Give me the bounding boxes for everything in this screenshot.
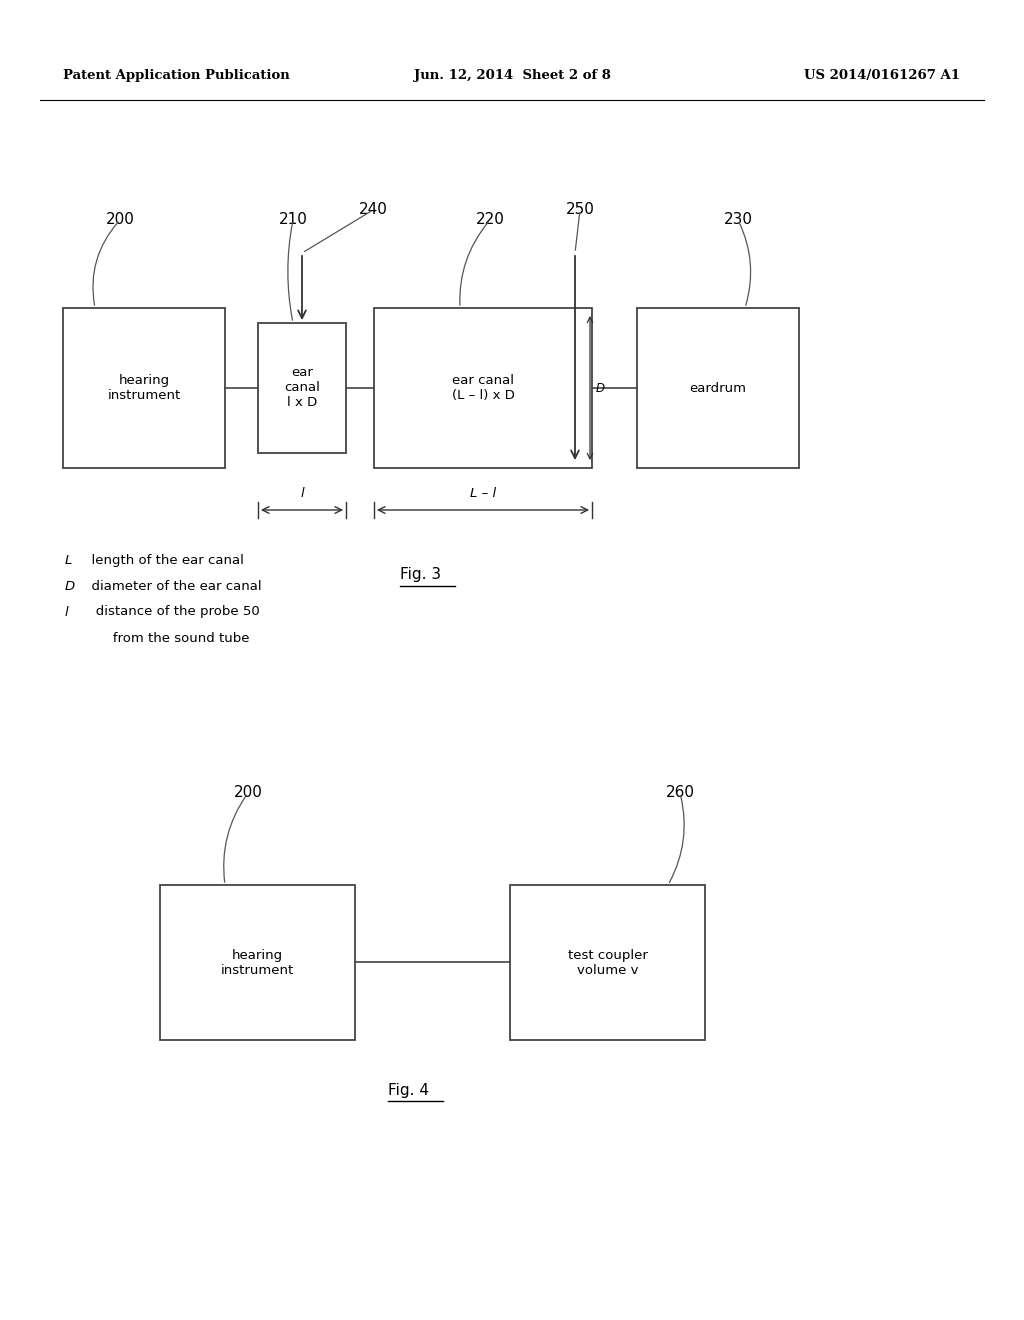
Bar bbox=[374, 308, 592, 469]
Text: 210: 210 bbox=[279, 213, 307, 227]
Text: 220: 220 bbox=[475, 213, 505, 227]
Text: test coupler
volume v: test coupler volume v bbox=[567, 949, 647, 977]
Text: 200: 200 bbox=[105, 213, 134, 227]
Bar bbox=[160, 884, 355, 1040]
Text: Patent Application Publication: Patent Application Publication bbox=[63, 69, 290, 82]
Bar bbox=[510, 884, 705, 1040]
Text: D: D bbox=[65, 579, 75, 593]
Text: Jun. 12, 2014  Sheet 2 of 8: Jun. 12, 2014 Sheet 2 of 8 bbox=[414, 69, 610, 82]
Text: 250: 250 bbox=[565, 202, 595, 218]
Text: L – l: L – l bbox=[470, 487, 496, 500]
Text: length of the ear canal: length of the ear canal bbox=[83, 553, 244, 566]
Text: diameter of the ear canal: diameter of the ear canal bbox=[83, 579, 261, 593]
Text: 230: 230 bbox=[724, 213, 753, 227]
Text: L: L bbox=[65, 553, 73, 566]
Text: hearing
instrument: hearing instrument bbox=[108, 374, 180, 403]
Text: 200: 200 bbox=[233, 785, 262, 800]
Text: 240: 240 bbox=[358, 202, 387, 218]
Bar bbox=[637, 308, 799, 469]
Text: D: D bbox=[596, 381, 605, 395]
Text: distance of the probe 50: distance of the probe 50 bbox=[83, 606, 260, 619]
Text: eardrum: eardrum bbox=[689, 381, 746, 395]
Text: ear
canal
l x D: ear canal l x D bbox=[284, 367, 319, 409]
Text: hearing
instrument: hearing instrument bbox=[221, 949, 294, 977]
Bar bbox=[258, 323, 346, 453]
Text: from the sound tube: from the sound tube bbox=[83, 631, 250, 644]
Text: l: l bbox=[300, 487, 304, 500]
Text: l: l bbox=[65, 606, 69, 619]
Bar bbox=[63, 308, 225, 469]
Text: US 2014/0161267 A1: US 2014/0161267 A1 bbox=[804, 69, 961, 82]
Text: Fig. 3: Fig. 3 bbox=[400, 568, 441, 582]
Text: ear canal
(L – l) x D: ear canal (L – l) x D bbox=[452, 374, 514, 403]
Text: 260: 260 bbox=[666, 785, 694, 800]
Text: Fig. 4: Fig. 4 bbox=[388, 1082, 429, 1097]
